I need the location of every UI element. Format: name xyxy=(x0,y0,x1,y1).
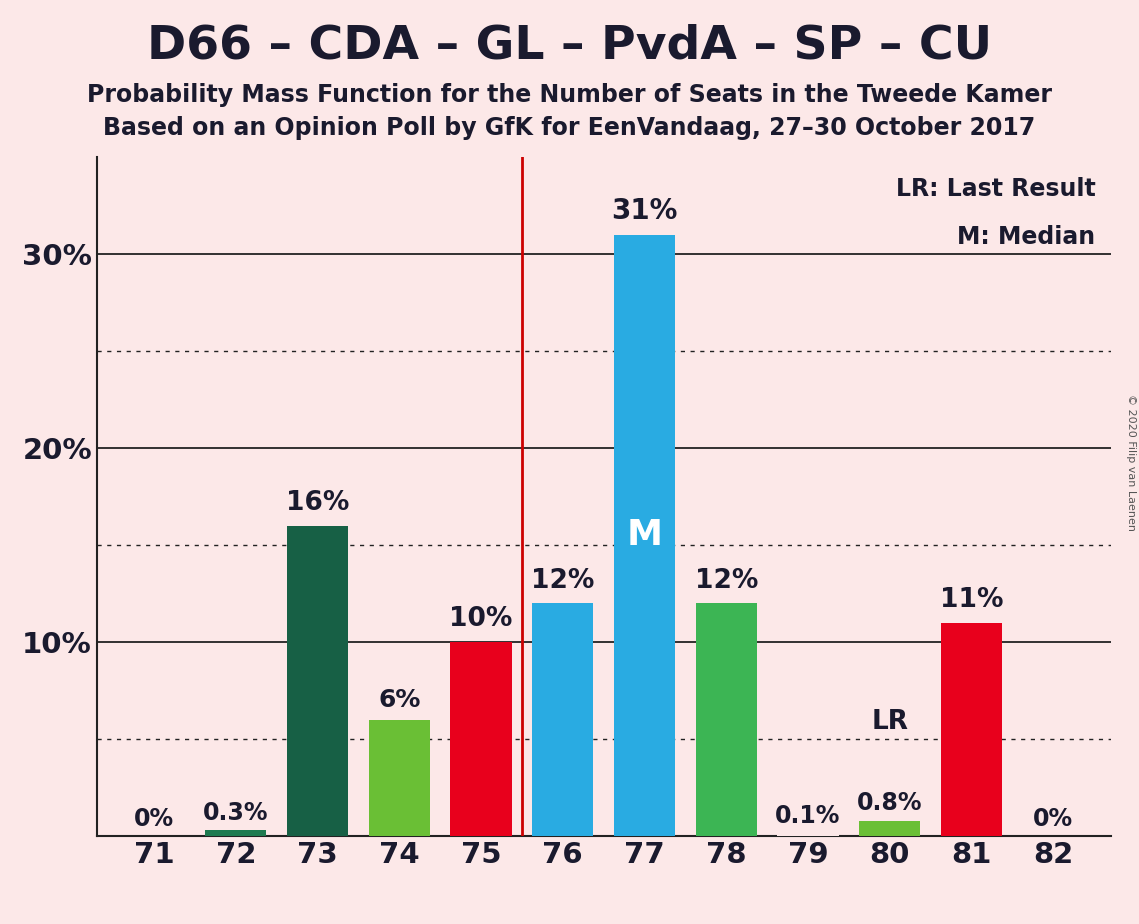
Text: M: Median: M: Median xyxy=(957,225,1096,249)
Bar xyxy=(369,720,429,836)
Bar xyxy=(205,831,267,836)
Text: 31%: 31% xyxy=(612,197,678,225)
Text: D66 – CDA – GL – PvdA – SP – CU: D66 – CDA – GL – PvdA – SP – CU xyxy=(147,23,992,68)
Text: 12%: 12% xyxy=(531,567,595,594)
Text: 6%: 6% xyxy=(378,688,420,712)
Text: © 2020 Filip van Laenen: © 2020 Filip van Laenen xyxy=(1126,394,1136,530)
Bar xyxy=(696,603,757,836)
Text: Probability Mass Function for the Number of Seats in the Tweede Kamer: Probability Mass Function for the Number… xyxy=(87,83,1052,107)
Text: 12%: 12% xyxy=(695,567,757,594)
Bar xyxy=(941,623,1002,836)
Text: 0%: 0% xyxy=(1033,808,1073,832)
Text: 16%: 16% xyxy=(286,490,350,516)
Text: 10%: 10% xyxy=(450,606,513,633)
Text: M: M xyxy=(626,518,663,553)
Text: LR: LR xyxy=(871,710,908,736)
Bar xyxy=(778,834,838,836)
Text: Based on an Opinion Poll by GfK for EenVandaag, 27–30 October 2017: Based on an Opinion Poll by GfK for EenV… xyxy=(104,116,1035,140)
Bar xyxy=(614,235,675,836)
Text: 0.1%: 0.1% xyxy=(776,805,841,829)
Bar xyxy=(287,526,349,836)
Text: 0.3%: 0.3% xyxy=(203,800,269,824)
Bar xyxy=(859,821,920,836)
Text: LR: Last Result: LR: Last Result xyxy=(895,177,1096,201)
Bar xyxy=(450,642,511,836)
Text: 0.8%: 0.8% xyxy=(857,791,923,815)
Text: 11%: 11% xyxy=(940,587,1003,614)
Text: 0%: 0% xyxy=(134,808,174,832)
Bar xyxy=(532,603,593,836)
